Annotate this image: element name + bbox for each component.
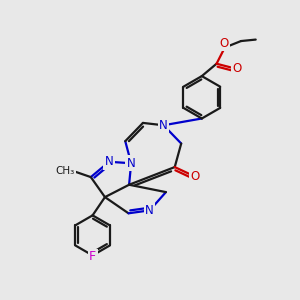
Text: N: N: [145, 204, 154, 217]
Text: N: N: [127, 157, 136, 170]
Text: CH₃: CH₃: [56, 166, 75, 176]
Text: F: F: [89, 250, 96, 263]
Text: N: N: [105, 155, 113, 168]
Text: O: O: [220, 37, 229, 50]
Text: O: O: [191, 170, 200, 183]
Text: N: N: [159, 119, 168, 132]
Text: O: O: [232, 62, 242, 75]
